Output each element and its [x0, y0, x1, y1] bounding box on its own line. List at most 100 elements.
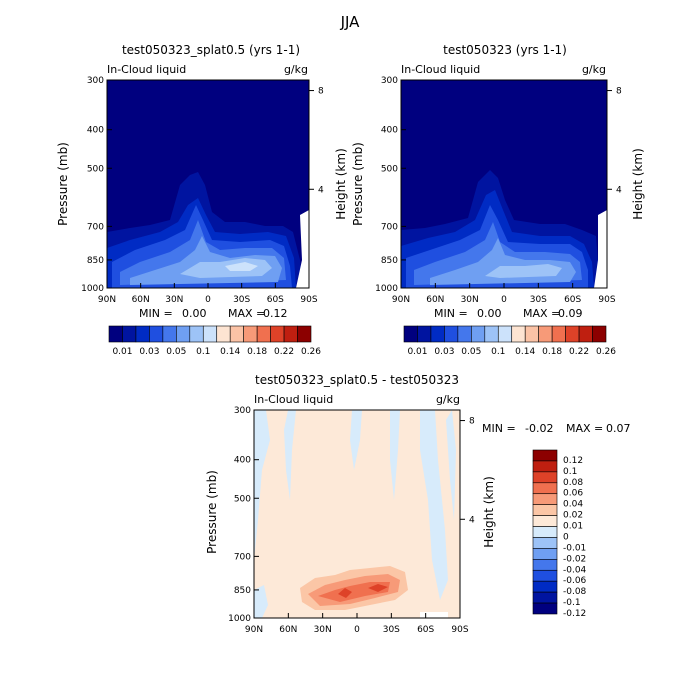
colorbar-swatch — [283, 325, 298, 343]
colorbar-label: 0.18 — [247, 347, 267, 357]
colorbar-label: 0.14 — [515, 347, 535, 357]
colorbar-swatch — [524, 325, 539, 343]
x-tick-label: 0 — [501, 295, 507, 305]
x-tick-label: 30N — [165, 295, 183, 305]
colorbar-swatch — [135, 325, 150, 343]
x-tick-label: 30S — [233, 295, 250, 305]
y-tick-label: 500 — [87, 164, 104, 174]
y-tick-label: 1000 — [228, 614, 251, 624]
stat-min-label: MIN = — [434, 307, 468, 320]
y-tick-label: 1000 — [375, 284, 398, 294]
y2-axis-label: Height (km) — [482, 476, 496, 547]
y-tick-label: 400 — [87, 126, 104, 136]
x-tick-label: 0 — [354, 625, 360, 635]
colorbar-swatch — [444, 325, 459, 343]
colorbar-label: 0.1 — [491, 347, 505, 357]
colorbar-swatch — [592, 325, 607, 343]
colorbar-label: 0.26 — [596, 347, 616, 357]
colorbar-label: 0.18 — [542, 347, 562, 357]
x-tick-label: 60N — [132, 295, 150, 305]
colorbar-swatch — [578, 325, 593, 343]
colorbar-label: -0.06 — [563, 576, 587, 586]
colorbar-swatch — [189, 325, 204, 343]
stat-min-value: 0.00 — [477, 307, 502, 320]
colorbar-swatch — [551, 325, 566, 343]
colorbar-label: -0.08 — [563, 587, 587, 597]
stat-max-label: MAX = — [523, 307, 560, 320]
colorbar-swatch — [430, 325, 445, 343]
colorbar-label: 0.22 — [274, 347, 294, 357]
x-tick-label: 60N — [279, 625, 297, 635]
y2-tick-label: 4 — [616, 185, 622, 195]
y-tick-label: 400 — [381, 126, 398, 136]
y-tick-label: 850 — [234, 586, 251, 596]
colorbar-swatch — [162, 325, 177, 343]
colorbar-swatch — [532, 580, 558, 593]
colorbar-label: 0.06 — [563, 489, 583, 499]
y-tick-label: 300 — [87, 76, 104, 86]
y2-tick-label: 8 — [469, 417, 475, 427]
y-tick-label: 500 — [234, 494, 251, 504]
x-tick-label: 30S — [383, 625, 400, 635]
contour-field — [107, 80, 309, 288]
colorbar-label: 0.01 — [407, 347, 427, 357]
colorbar-swatch — [484, 325, 499, 343]
colorbar-swatch — [216, 325, 231, 343]
stat-max-label: MAX = — [566, 422, 603, 435]
colorbar-label: 0.04 — [563, 500, 583, 510]
colorbar-swatch — [532, 591, 558, 604]
colorbar-swatch — [532, 526, 558, 538]
y2-tick-label: 8 — [318, 87, 324, 97]
y-axis-label: Pressure (mb) — [351, 142, 365, 226]
y-tick-label: 700 — [87, 222, 104, 232]
colorbar-swatch — [202, 325, 218, 343]
panel-difference: test050323_splat0.5 - test050323 In-Clou… — [205, 373, 631, 619]
x-tick-label: 90N — [392, 295, 410, 305]
colorbar-label: 0 — [563, 532, 569, 542]
stat-max-value: 0.09 — [558, 307, 583, 320]
x-tick-label: 90N — [98, 295, 116, 305]
colorbar-label: 0.03 — [139, 347, 159, 357]
y2-tick-label: 4 — [469, 515, 475, 525]
y-tick-label: 700 — [234, 552, 251, 562]
panel-title: test050323_splat0.5 (yrs 1-1) — [122, 43, 300, 57]
y2-axis-label: Height (km) — [334, 148, 348, 219]
colorbar-label: 0.02 — [563, 511, 583, 521]
panel-splat: test050323_splat0.5 (yrs 1-1) In-Cloud l… — [56, 43, 348, 320]
y-tick-label: 300 — [381, 76, 398, 86]
colorbar-swatch — [532, 537, 558, 549]
colorbar-swatch — [403, 325, 418, 343]
stat-min-label: MIN = — [482, 422, 516, 435]
colorbar-label: 0.01 — [563, 522, 583, 532]
panel-control: test050323 (yrs 1-1) In-Cloud liquid g/k… — [351, 43, 645, 320]
colorbar-swatch — [532, 602, 558, 615]
colorbar-swatch — [417, 325, 432, 343]
colorbar-label: 0.26 — [301, 347, 321, 357]
y2-tick-label: 4 — [318, 185, 324, 195]
colorbar-label: 0.1 — [196, 347, 210, 357]
colorbar-swatch — [297, 325, 312, 343]
y-tick-label: 850 — [87, 256, 104, 266]
axes-and-colorbars: 90N 60N 30N 0 30S 60S 90S300400500700850100084… — [81, 76, 622, 635]
colorbar-swatch — [270, 325, 285, 343]
colorbar-swatch — [532, 559, 558, 571]
contour-field — [254, 410, 460, 618]
stat-max-value: 0.07 — [606, 422, 631, 435]
y-tick-label: 700 — [381, 222, 398, 232]
colorbar-swatch — [457, 325, 472, 343]
y-tick-label: 300 — [234, 406, 251, 416]
colorbar-swatch — [532, 449, 558, 462]
x-tick-label: 60S — [267, 295, 284, 305]
stat-max-label: MAX = — [228, 307, 265, 320]
colorbar-label: -0.01 — [563, 543, 586, 553]
colorbar-swatch — [532, 471, 558, 484]
x-tick-label: 90N — [245, 625, 263, 635]
y-tick-label: 500 — [381, 164, 398, 174]
colorbar-swatch — [532, 493, 558, 505]
stat-min-value: 0.00 — [182, 307, 207, 320]
y2-tick-label: 8 — [616, 87, 622, 97]
colorbar-swatch — [108, 325, 123, 343]
colorbar-swatch — [565, 325, 580, 343]
x-tick-label: 60S — [564, 295, 581, 305]
